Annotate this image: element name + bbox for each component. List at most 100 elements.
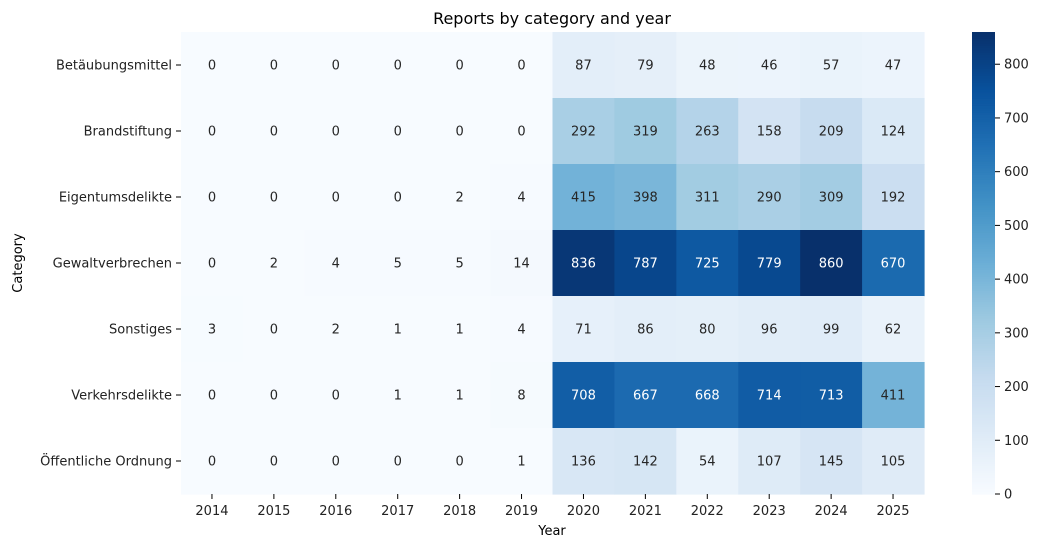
colorbar-segment <box>972 237 995 241</box>
colorbar-segment <box>972 207 995 211</box>
heatmap-cell-label: 105 <box>881 455 906 470</box>
colorbar-segment <box>972 34 995 38</box>
heatmap-cell <box>862 428 925 495</box>
heatmap-cell-label: 99 <box>823 323 840 338</box>
colorbar-segment <box>972 43 995 47</box>
heatmap-cell-label: 708 <box>571 389 596 404</box>
heatmap-cell <box>181 230 244 297</box>
colorbar-segment <box>972 283 995 287</box>
heatmap-cell-label: 0 <box>270 323 278 338</box>
colorbar-segment <box>972 170 995 174</box>
colorbar-segment <box>972 175 995 179</box>
heatmap-cell <box>738 362 801 429</box>
colorbar-segment <box>972 466 995 470</box>
heatmap-cell-label: 319 <box>633 125 658 140</box>
heatmap-cell <box>552 296 616 363</box>
colorbar-segment <box>972 311 995 315</box>
x-tick-label: 2024 <box>815 504 848 519</box>
colorbar-segment <box>972 186 995 190</box>
colorbar-segment <box>972 239 995 243</box>
colorbar-segment <box>972 445 995 449</box>
heatmap-cell-label: 5 <box>455 257 463 272</box>
colorbar-segment <box>972 117 995 121</box>
heatmap-cell <box>552 98 616 165</box>
heatmap-cell-label: 1 <box>394 389 402 404</box>
colorbar-segment <box>972 142 995 146</box>
x-axis-label: Year <box>537 524 566 539</box>
x-tick-label: 2019 <box>505 504 538 519</box>
heatmap-cell <box>800 362 863 429</box>
heatmap-cell-label: 0 <box>455 455 463 470</box>
heatmap-cell <box>242 164 306 231</box>
heatmap-cell-label: 1 <box>517 455 525 470</box>
colorbar-segment <box>972 249 995 253</box>
colorbar-segment <box>972 57 995 61</box>
colorbar-segment <box>972 89 995 93</box>
colorbar-segment <box>972 138 995 142</box>
colorbar-segment <box>972 161 995 165</box>
y-tick-label: Brandstiftung <box>84 125 172 140</box>
colorbar-segment <box>972 223 995 227</box>
heatmap-cell <box>614 164 677 231</box>
heatmap-cell <box>428 428 492 495</box>
colorbar-segment <box>972 189 995 192</box>
colorbar-segment <box>972 313 995 317</box>
x-tick-label: 2020 <box>567 504 600 519</box>
heatmap-cell-label: 192 <box>881 191 906 206</box>
colorbar-segment <box>972 272 995 276</box>
colorbar-segment <box>972 55 995 59</box>
colorbar-segment <box>972 295 995 299</box>
colorbar-segment <box>972 433 995 437</box>
heatmap-cell <box>800 296 863 363</box>
colorbar-segment <box>972 101 995 105</box>
colorbar-segment <box>972 463 995 467</box>
colorbar-segment <box>972 357 995 361</box>
heatmap-cell <box>676 428 739 495</box>
colorbar-segment <box>972 251 995 255</box>
colorbar-segment <box>972 85 995 89</box>
heatmap-cell-label: 292 <box>571 125 596 140</box>
heatmap-cell-label: 263 <box>695 125 720 140</box>
heatmap-cell-label: 0 <box>332 389 340 404</box>
heatmap-cell <box>862 296 925 363</box>
colorbar-segment <box>972 253 995 257</box>
x-tick-label: 2021 <box>629 504 662 519</box>
heatmap-cell-label: 79 <box>637 59 654 74</box>
colorbar-tick-label: 100 <box>1004 434 1029 449</box>
heatmap-cell <box>800 428 863 495</box>
heatmap-cell <box>242 230 306 297</box>
colorbar-segment <box>972 228 995 232</box>
colorbar-segment <box>972 108 995 112</box>
heatmap-cell <box>676 98 739 165</box>
colorbar-segment <box>972 350 995 354</box>
colorbar-segment <box>972 246 995 250</box>
colorbar-segment <box>972 380 995 384</box>
colorbar-segment <box>972 320 995 324</box>
colorbar-segment <box>972 336 995 340</box>
colorbar-segment <box>972 387 995 391</box>
heatmap-cell-label: 670 <box>881 257 906 272</box>
colorbar-segment <box>972 392 995 396</box>
colorbar-tick-label: 200 <box>1004 380 1029 395</box>
colorbar-segment <box>972 41 995 45</box>
colorbar-segment <box>972 323 995 326</box>
heatmap-cell-label: 0 <box>332 191 340 206</box>
colorbar-segment <box>972 281 995 285</box>
colorbar-segment <box>972 369 995 373</box>
colorbar-segment <box>972 394 995 398</box>
y-axis-ticks: Betäubungsmittel Brandstiftung Eigentumsde… <box>40 59 181 470</box>
heatmap-cell-label: 158 <box>757 125 782 140</box>
heatmap-cell <box>614 32 677 99</box>
colorbar-segment <box>972 66 995 70</box>
colorbar-segment <box>972 133 995 137</box>
colorbar-segment <box>972 112 995 116</box>
colorbar-segment <box>972 406 995 410</box>
colorbar-segment <box>972 177 995 181</box>
colorbar-segment <box>972 62 995 65</box>
colorbar-segment <box>972 242 995 246</box>
colorbar-segment <box>972 461 995 465</box>
heatmap-cell <box>428 230 492 297</box>
heatmap-cell <box>800 164 863 231</box>
colorbar-segment <box>972 316 995 320</box>
